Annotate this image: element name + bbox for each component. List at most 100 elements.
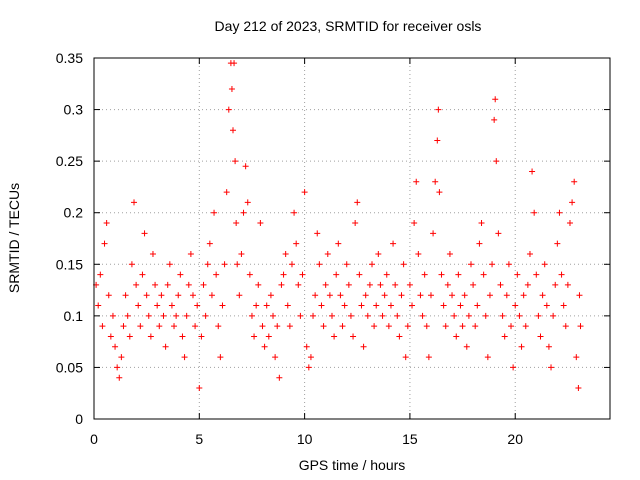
data-point: [154, 302, 161, 309]
data-point: [99, 323, 106, 330]
data-point: [556, 209, 563, 216]
data-point: [230, 127, 237, 134]
y-tick-label: 0.15: [56, 256, 83, 272]
data-point: [232, 158, 239, 165]
data-point: [160, 312, 167, 319]
data-point: [371, 323, 378, 330]
data-point: [126, 333, 133, 340]
data-point: [564, 281, 571, 288]
data-point: [278, 281, 285, 288]
data-point: [505, 261, 512, 268]
data-point: [347, 312, 354, 319]
data-point: [133, 281, 140, 288]
data-point: [493, 158, 500, 165]
data-point: [295, 281, 302, 288]
data-point: [272, 354, 279, 361]
data-point: [116, 374, 123, 381]
data-point: [124, 312, 131, 319]
data-point: [137, 323, 144, 330]
data-point: [324, 250, 331, 257]
data-point: [560, 302, 567, 309]
data-point: [396, 333, 403, 340]
data-point: [499, 312, 506, 319]
data-point: [387, 302, 394, 309]
data-point: [442, 323, 449, 330]
data-point: [457, 302, 464, 309]
y-tick-label: 0.2: [64, 205, 84, 221]
data-point: [301, 189, 308, 196]
data-point: [455, 271, 462, 278]
data-point: [350, 333, 357, 340]
data-point: [179, 333, 186, 340]
data-point: [548, 364, 555, 371]
data-point: [489, 261, 496, 268]
data-point: [413, 178, 420, 185]
data-point: [257, 220, 264, 227]
data-point: [364, 312, 371, 319]
data-point: [459, 323, 466, 330]
data-point: [508, 323, 515, 330]
data-point: [246, 271, 253, 278]
data-point: [360, 343, 367, 350]
data-point: [255, 281, 262, 288]
grid-lines: [94, 58, 610, 419]
data-point: [550, 312, 557, 319]
data-point: [270, 312, 277, 319]
data-point: [225, 106, 232, 113]
data-point: [463, 343, 470, 350]
data-point: [284, 302, 291, 309]
data-point: [404, 323, 411, 330]
data-point: [554, 240, 561, 247]
data-point: [166, 261, 173, 268]
data-point: [320, 323, 327, 330]
y-axis-label: SRMTID / TECUs: [6, 183, 22, 293]
x-axis-label: GPS time / hours: [299, 457, 406, 473]
data-point: [318, 302, 325, 309]
data-point: [569, 199, 576, 206]
data-point: [280, 271, 287, 278]
data-point: [177, 271, 184, 278]
data-point: [299, 271, 306, 278]
data-point: [552, 281, 559, 288]
data-point: [432, 178, 439, 185]
data-point: [122, 292, 129, 299]
data-point: [244, 199, 251, 206]
data-point: [375, 250, 382, 257]
data-point: [558, 271, 565, 278]
data-point: [381, 292, 388, 299]
data-point: [497, 281, 504, 288]
data-point: [390, 240, 397, 247]
data-point: [478, 220, 485, 227]
data-point: [215, 323, 222, 330]
data-point: [236, 292, 243, 299]
data-point: [531, 209, 538, 216]
data-point: [293, 240, 300, 247]
x-tick-label: 10: [297, 431, 313, 447]
data-point: [545, 343, 552, 350]
data-point: [453, 333, 460, 340]
data-point: [417, 292, 424, 299]
data-point: [484, 354, 491, 361]
data-point: [335, 240, 342, 247]
data-point: [204, 261, 211, 268]
data-point: [409, 302, 416, 309]
data-point: [435, 106, 442, 113]
axis-ticks: 0 0.05 0.1 0.15 0.2 0.25 0.3 0.35 0 5 10 15 20: [56, 50, 610, 447]
data-point: [566, 220, 573, 227]
data-point: [444, 281, 451, 288]
data-point: [326, 292, 333, 299]
y-tick-label: 0.25: [56, 153, 83, 169]
data-point: [461, 292, 468, 299]
data-point: [152, 281, 159, 288]
data-point: [291, 209, 298, 216]
data-point: [135, 302, 142, 309]
data-point: [576, 292, 583, 299]
data-point: [310, 312, 317, 319]
data-point: [377, 281, 384, 288]
data-point: [510, 364, 517, 371]
data-point: [467, 261, 474, 268]
data-point: [524, 281, 531, 288]
data-point: [328, 312, 335, 319]
data-point: [402, 354, 409, 361]
data-point: [427, 292, 434, 299]
